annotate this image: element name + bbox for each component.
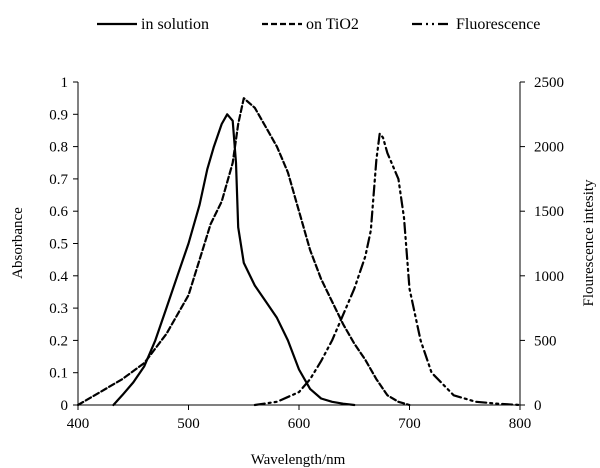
x-tick-label: 500 xyxy=(177,416,200,432)
y-left-tick-label: 0.5 xyxy=(49,237,68,253)
series-line-fluorescence xyxy=(253,132,522,407)
y-right-tick-label: 2500 xyxy=(534,75,564,91)
y-left-tick-label: 1 xyxy=(61,75,69,91)
x-tick-label: 700 xyxy=(398,416,421,432)
series-line-in-solution xyxy=(112,113,356,407)
y-left-tick-label: 0.1 xyxy=(49,366,68,382)
legend-label-on-tio2: on TiO2 xyxy=(306,16,359,33)
legend: in solution on TiO2 Fluorescence xyxy=(97,16,540,33)
y-right-tick-label: 1000 xyxy=(534,269,564,285)
y-right-tick-label: 0 xyxy=(534,398,542,414)
y-right-tick-label: 2000 xyxy=(534,140,564,156)
y-left-tick-label: 0.7 xyxy=(49,172,68,188)
y-left-tick-label: 0.8 xyxy=(49,140,68,156)
axes: 400 500 600 700 80000.10.20.30.40.50.60.70.8… xyxy=(49,75,564,432)
y-right-tick-label: 1500 xyxy=(534,204,564,220)
legend-label-fluorescence: Fluorescence xyxy=(456,16,540,33)
y-left-tick-label: 0.6 xyxy=(49,204,68,220)
x-tick-label: 400 xyxy=(67,416,90,432)
y-left-tick-label: 0.4 xyxy=(49,269,68,285)
y-left-tick-label: 0 xyxy=(61,398,69,414)
y-left-tick-label: 0.2 xyxy=(49,333,68,349)
y-axis-label-right: Flourescence intesity xyxy=(581,179,597,307)
y-right-tick-label: 500 xyxy=(534,333,557,349)
y-left-tick-label: 0.3 xyxy=(49,301,68,317)
y-left-tick-label: 0.9 xyxy=(49,107,68,123)
x-tick-label: 600 xyxy=(288,416,311,432)
legend-label-in-solution: in solution xyxy=(141,16,209,33)
y-axis-label-left: Absorbance xyxy=(10,207,26,279)
x-axis-label: Wavelength/nm xyxy=(251,452,346,468)
x-tick-label: 800 xyxy=(509,416,532,432)
series-line-on-tio2 xyxy=(76,97,411,407)
series-layer xyxy=(76,97,522,407)
